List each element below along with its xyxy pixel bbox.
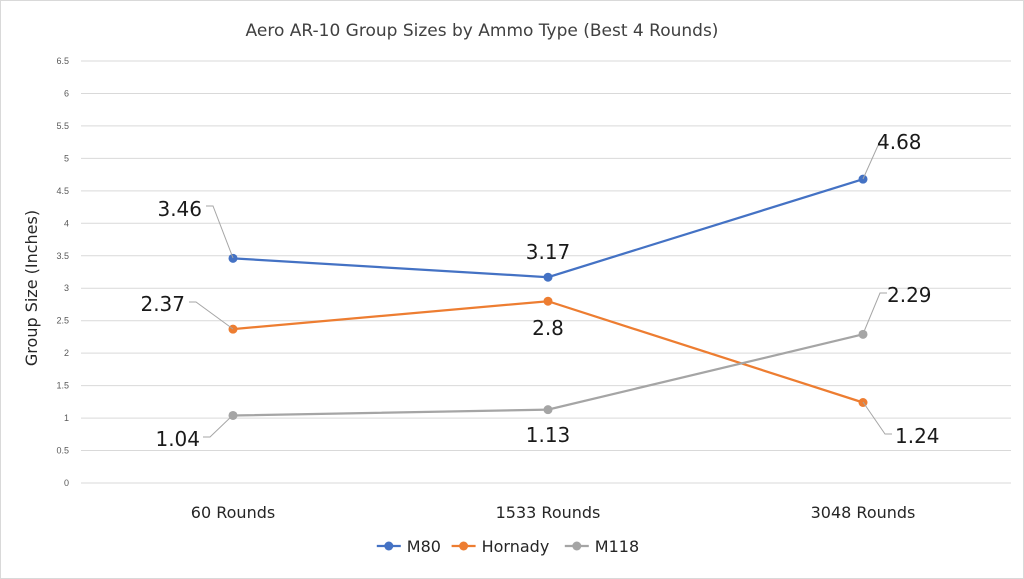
data-label-m118: 1.13 [526, 423, 571, 447]
data-label-m80: 4.68 [877, 130, 922, 154]
data-point-hornady [228, 324, 238, 334]
y-tick-label: 5 [64, 153, 69, 163]
label-leader-line [862, 401, 892, 435]
data-label-m118: 2.29 [887, 283, 932, 307]
data-label-m80: 3.46 [157, 197, 202, 221]
x-tick-label: 60 Rounds [191, 503, 275, 522]
label-leader-line [189, 301, 234, 330]
data-point-m80 [228, 253, 238, 263]
y-tick-label: 0.5 [56, 446, 69, 456]
y-axis-label: Group Size (Inches) [22, 210, 41, 366]
data-point-m118 [543, 405, 553, 415]
y-tick-label: 1 [64, 413, 69, 423]
y-tick-label: 5.5 [56, 121, 69, 131]
y-tick-label: 1.5 [56, 381, 69, 391]
x-tick-label: 1533 Rounds [496, 503, 601, 522]
y-tick-label: 6 [64, 88, 69, 98]
data-labels: 3.46 3.17 4.68 2.37 2.8 1.24 1.04 1.13 2.29 [140, 130, 939, 451]
legend-swatch-marker [459, 541, 469, 551]
y-tick-label: 4 [64, 218, 69, 228]
data-point-m118 [858, 329, 868, 339]
data-label-m118: 1.04 [155, 427, 200, 451]
y-tick-label: 2.5 [56, 316, 69, 326]
legend-item-hornady: Hornady [451, 537, 550, 556]
chart-title: Aero AR-10 Group Sizes by Ammo Type (Bes… [246, 21, 719, 41]
label-leader-line [862, 140, 887, 180]
data-label-hornady: 2.8 [532, 316, 564, 340]
legend-label: Hornady [482, 537, 550, 556]
x-tick-label: 3048 Rounds [811, 503, 916, 522]
data-point-hornady [543, 296, 553, 306]
y-tick-label: 3 [64, 283, 69, 293]
label-leader-line [203, 414, 234, 438]
y-tick-label: 3.5 [56, 251, 69, 261]
legend-item-m80: M80 [376, 537, 441, 556]
series-lines [228, 174, 868, 420]
gridlines [81, 60, 1011, 484]
data-point-m80 [543, 272, 553, 282]
data-point-m80 [858, 174, 868, 184]
x-axis-ticks: 60 Rounds 1533 Rounds 3048 Rounds [191, 503, 916, 522]
y-axis-ticks: 0 0.5 1 1.5 2 2.5 3 3.5 4 4.5 5 5.5 6 6.5 [56, 56, 69, 488]
legend-label: M118 [595, 537, 639, 556]
legend-swatch-marker [572, 541, 582, 551]
data-label-m80: 3.17 [526, 240, 571, 264]
y-tick-label: 6.5 [56, 56, 69, 66]
data-label-hornady: 2.37 [140, 292, 185, 316]
y-tick-label: 2 [64, 348, 69, 358]
label-leader-line [862, 292, 887, 335]
y-tick-label: 4.5 [56, 186, 69, 196]
y-tick-label: 0 [64, 478, 69, 488]
legend: M80 Hornady M118 [376, 537, 639, 556]
data-label-hornady: 1.24 [895, 424, 940, 448]
legend-label: M80 [407, 537, 441, 556]
series-line-m118 [232, 333, 864, 417]
label-leader-line [206, 205, 234, 259]
legend-item-m118: M118 [564, 537, 639, 556]
legend-swatch-marker [384, 541, 394, 551]
